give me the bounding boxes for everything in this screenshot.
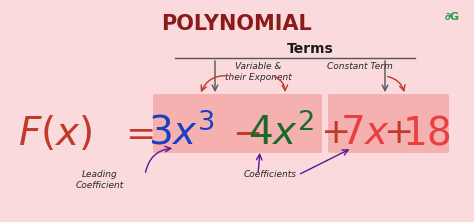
Text: $+$: $+$ xyxy=(320,116,348,150)
Text: $18$: $18$ xyxy=(402,114,451,152)
Text: $F(x)$: $F(x)$ xyxy=(18,113,92,153)
Text: $4x^2$: $4x^2$ xyxy=(248,113,314,153)
FancyBboxPatch shape xyxy=(383,94,449,153)
Text: Terms: Terms xyxy=(287,42,333,56)
Text: POLYNOMIAL: POLYNOMIAL xyxy=(162,14,312,34)
Text: $+$: $+$ xyxy=(383,116,411,150)
FancyBboxPatch shape xyxy=(153,94,242,153)
Text: $-$: $-$ xyxy=(232,116,261,150)
Text: Leading
Coefficient: Leading Coefficient xyxy=(76,170,124,190)
FancyBboxPatch shape xyxy=(328,94,384,153)
Text: ∂G: ∂G xyxy=(445,12,460,22)
Text: $7x$: $7x$ xyxy=(340,114,390,152)
Text: Variable &
their Exponent: Variable & their Exponent xyxy=(225,62,292,82)
Text: $=$: $=$ xyxy=(118,116,154,150)
Text: Constant Term: Constant Term xyxy=(327,62,393,71)
Text: Coefficients: Coefficients xyxy=(244,170,297,179)
Text: $3x^3$: $3x^3$ xyxy=(148,113,215,153)
FancyBboxPatch shape xyxy=(238,94,322,153)
